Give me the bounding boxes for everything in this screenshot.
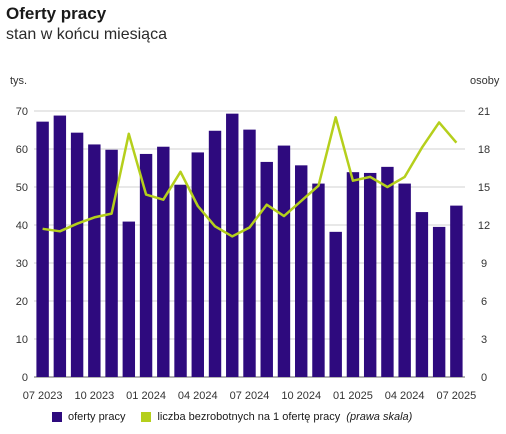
bar	[398, 183, 411, 377]
bar	[88, 144, 101, 377]
legend-label-line-suffix: (prawa skala)	[346, 411, 413, 423]
y-tick-label-right: 3	[481, 334, 487, 346]
legend-swatch-bars	[52, 412, 62, 422]
bar	[174, 184, 187, 377]
bar	[139, 153, 153, 377]
bar	[243, 129, 256, 377]
bar-series	[36, 113, 463, 377]
y-tick-label-left: 20	[16, 296, 28, 308]
bar	[295, 165, 308, 377]
bar	[226, 113, 239, 377]
bar	[208, 130, 222, 377]
line-path	[42, 116, 458, 238]
x-tick-label: 07 2025	[436, 390, 476, 402]
y-tick-label-left: 10	[16, 334, 28, 346]
bar	[415, 212, 429, 377]
bar	[329, 231, 342, 377]
bar	[346, 172, 360, 377]
y-tick-label-right: 15	[478, 182, 490, 194]
axis-labels: 0 10 20 30 40 50 60 70 0 3 6 9 12 15 18 21 07 2023 10 202…	[16, 106, 490, 402]
x-tick-label: 10 2024	[281, 390, 321, 402]
y-tick-label-left: 0	[22, 372, 28, 384]
bar	[381, 166, 394, 377]
legend-label-bars: oferty pracy	[68, 411, 126, 423]
x-tick-label: 01 2024	[126, 390, 166, 402]
y-tick-label-right: 6	[481, 296, 487, 308]
bar	[157, 146, 170, 377]
bar	[122, 221, 136, 377]
x-tick-label: 07 2023	[23, 390, 63, 402]
y-tick-label-right: 0	[481, 372, 487, 384]
y-tick-label-left: 40	[16, 220, 28, 232]
legend-item-bars: oferty pracy	[52, 411, 125, 423]
legend-swatch-line	[141, 412, 152, 422]
y-tick-label-right: 9	[481, 258, 487, 270]
bar	[191, 152, 204, 377]
chart-title: Oferty pracy	[6, 4, 107, 23]
bar	[432, 226, 446, 377]
legend: oferty pracy liczba bezrobotnych na 1 of…	[52, 411, 422, 423]
x-tick-label: 04 2024	[178, 390, 218, 402]
y-tick-label-left: 70	[16, 106, 28, 118]
bar	[70, 132, 84, 377]
y-tick-label-left: 30	[16, 258, 28, 270]
left-axis-unit: tys.	[10, 75, 27, 87]
chart-subtitle: stan w końcu miesiąca	[6, 26, 167, 43]
bar	[53, 115, 67, 377]
line-series	[42, 116, 458, 238]
x-tick-label: 01 2025	[333, 390, 373, 402]
y-tick-label-right: 12	[478, 220, 490, 232]
bar	[36, 121, 49, 377]
bar	[277, 145, 291, 377]
bar	[312, 183, 325, 377]
x-tick-label: 04 2024	[385, 390, 425, 402]
y-tick-label-left: 60	[16, 144, 28, 156]
y-tick-label-right: 21	[478, 106, 490, 118]
x-tick-label: 10 2023	[74, 390, 114, 402]
bar	[450, 205, 463, 377]
x-tick-label: 07 2024	[230, 390, 270, 402]
bar	[105, 149, 118, 377]
chart-plot: tys. osoby 0 10 20 30 40 50 60 70 0 3 6 9 12 15 18 21 07…	[10, 75, 500, 402]
bar	[260, 161, 273, 377]
legend-label-line: liczba bezrobotnych na 1 ofertę pracy	[157, 411, 341, 423]
bar	[363, 172, 377, 377]
legend-item-line: liczba bezrobotnych na 1 ofertę pracy (p…	[141, 411, 412, 423]
y-tick-label-left: 50	[16, 182, 28, 194]
right-axis-unit: osoby	[470, 75, 500, 87]
y-tick-label-right: 18	[478, 144, 490, 156]
